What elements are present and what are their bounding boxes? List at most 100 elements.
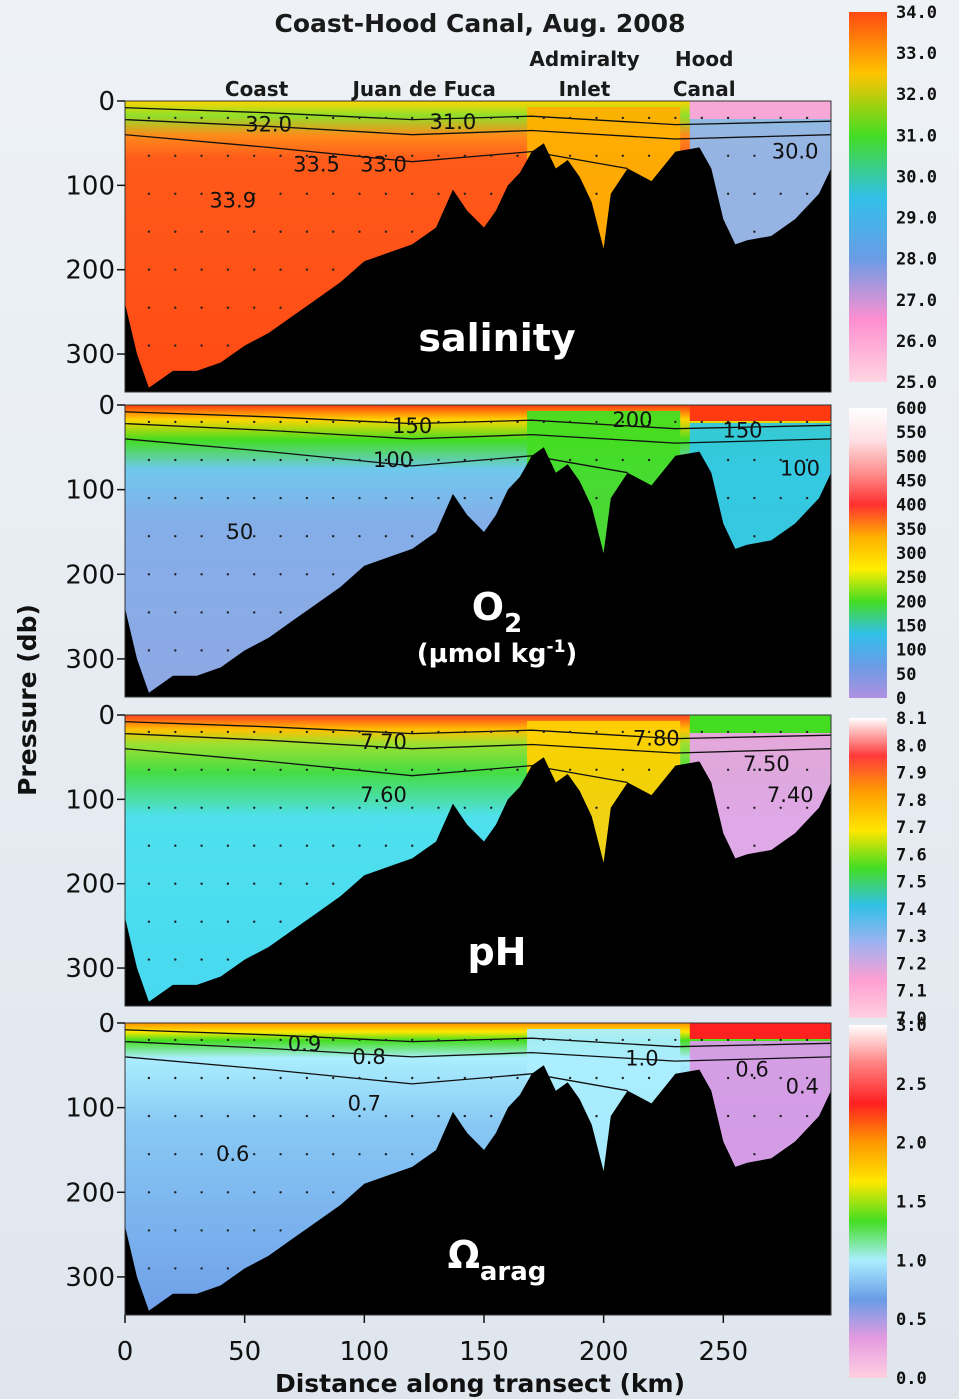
surface-band [689, 405, 831, 421]
y-tick-label: 0 [98, 1009, 115, 1039]
station-dot [437, 730, 440, 734]
station-dot [174, 611, 177, 614]
contour-label: 7.60 [360, 783, 407, 807]
station-dot [595, 730, 598, 734]
station-dot [200, 496, 203, 500]
station-dot [384, 496, 388, 500]
y-tick-label: 300 [65, 1263, 115, 1293]
station-dot [147, 458, 151, 462]
contour-line [125, 438, 628, 474]
colorbar-tick-label: 7.9 [896, 764, 927, 784]
colorbar-tick-label: 7.8 [896, 791, 927, 811]
colorbar-tick-label: 0.0 [896, 1369, 927, 1389]
y-tick-label: 100 [65, 476, 115, 506]
station-dot [253, 882, 256, 885]
station-dot [726, 1038, 730, 1042]
station-dot [726, 1114, 730, 1118]
colorbar-tick-label: 150 [896, 617, 927, 637]
station-dot [174, 844, 177, 847]
y-tick-label: 100 [65, 1094, 115, 1124]
station-dot [174, 458, 177, 462]
contour-line [125, 422, 831, 444]
station-dot [805, 420, 809, 424]
station-dot [200, 1229, 203, 1232]
station-dot [463, 192, 466, 195]
station-dot [490, 730, 493, 734]
station-dot [384, 1153, 388, 1156]
station-dot [568, 730, 572, 734]
station-dot [384, 844, 388, 847]
station-dot [305, 496, 309, 500]
station-dot [384, 116, 388, 120]
colorbar-tick-label: 7.3 [896, 927, 927, 947]
station-dot [358, 116, 361, 120]
bathymetry [125, 447, 831, 697]
station-dot [174, 1076, 177, 1080]
station-dot [147, 192, 151, 195]
station-dot [279, 116, 282, 120]
station-dot [305, 573, 309, 576]
station-dot [279, 192, 282, 195]
station-dot [253, 535, 256, 538]
y-tick-label: 200 [65, 560, 115, 590]
station-dot [700, 1038, 703, 1042]
station-dot [621, 1038, 624, 1042]
colorbar-tick-label: 33.0 [896, 44, 937, 64]
station-dot [463, 1076, 466, 1080]
station-dot [358, 806, 361, 809]
colorbar-tick-label: 7.1 [896, 982, 927, 1002]
station-dot [200, 154, 203, 157]
station-dot [411, 844, 414, 847]
station-dot [200, 192, 203, 195]
colorbar-tick-label: 1.5 [896, 1193, 927, 1213]
colorbar-tick-label: 500 [896, 447, 927, 467]
station-dot [516, 420, 519, 424]
station-dot [516, 458, 519, 462]
colorbar-tick-label: 7.5 [896, 873, 927, 893]
site-label: Hood [675, 47, 734, 71]
station-dot [437, 154, 440, 157]
station-dot [779, 1038, 782, 1042]
station-dot [384, 420, 388, 424]
station-dot [411, 116, 414, 120]
station-dot [726, 1076, 730, 1080]
station-dot [200, 768, 203, 771]
station-dot [174, 230, 177, 233]
station-dot [226, 1267, 230, 1270]
station-dot [463, 154, 466, 157]
station-dot [226, 154, 230, 157]
station-dot [200, 535, 203, 538]
station-dot [437, 806, 440, 809]
contour-label: 0.6 [735, 1058, 768, 1082]
surface-band [689, 1023, 831, 1039]
station-dot [279, 920, 282, 923]
station-dot [147, 768, 151, 771]
station-dot [253, 1114, 256, 1118]
station-dot [411, 768, 414, 771]
station-dot [753, 420, 756, 424]
station-dot [279, 306, 282, 309]
colorbar-tick-label: 29.0 [896, 209, 937, 229]
station-dot [174, 882, 177, 885]
contour-label: 0.4 [786, 1075, 819, 1099]
colorbar-tick-label: 31.0 [896, 126, 937, 146]
station-dot [805, 496, 809, 500]
station-dot [253, 1153, 256, 1156]
station-dot [226, 420, 230, 424]
station-dot [279, 573, 282, 576]
contour-label: 7.50 [743, 752, 790, 776]
station-dot [147, 844, 151, 847]
station-dot [305, 458, 309, 462]
station-dot [174, 344, 177, 347]
station-dot [779, 806, 782, 809]
station-dot [226, 806, 230, 809]
station-dot [411, 1038, 414, 1042]
station-dot [305, 1038, 309, 1042]
station-dot [358, 730, 361, 734]
station-dot [674, 730, 677, 734]
station-dot [753, 116, 756, 120]
station-dot [779, 496, 782, 500]
station-dot [174, 154, 177, 157]
station-dot [253, 154, 256, 157]
